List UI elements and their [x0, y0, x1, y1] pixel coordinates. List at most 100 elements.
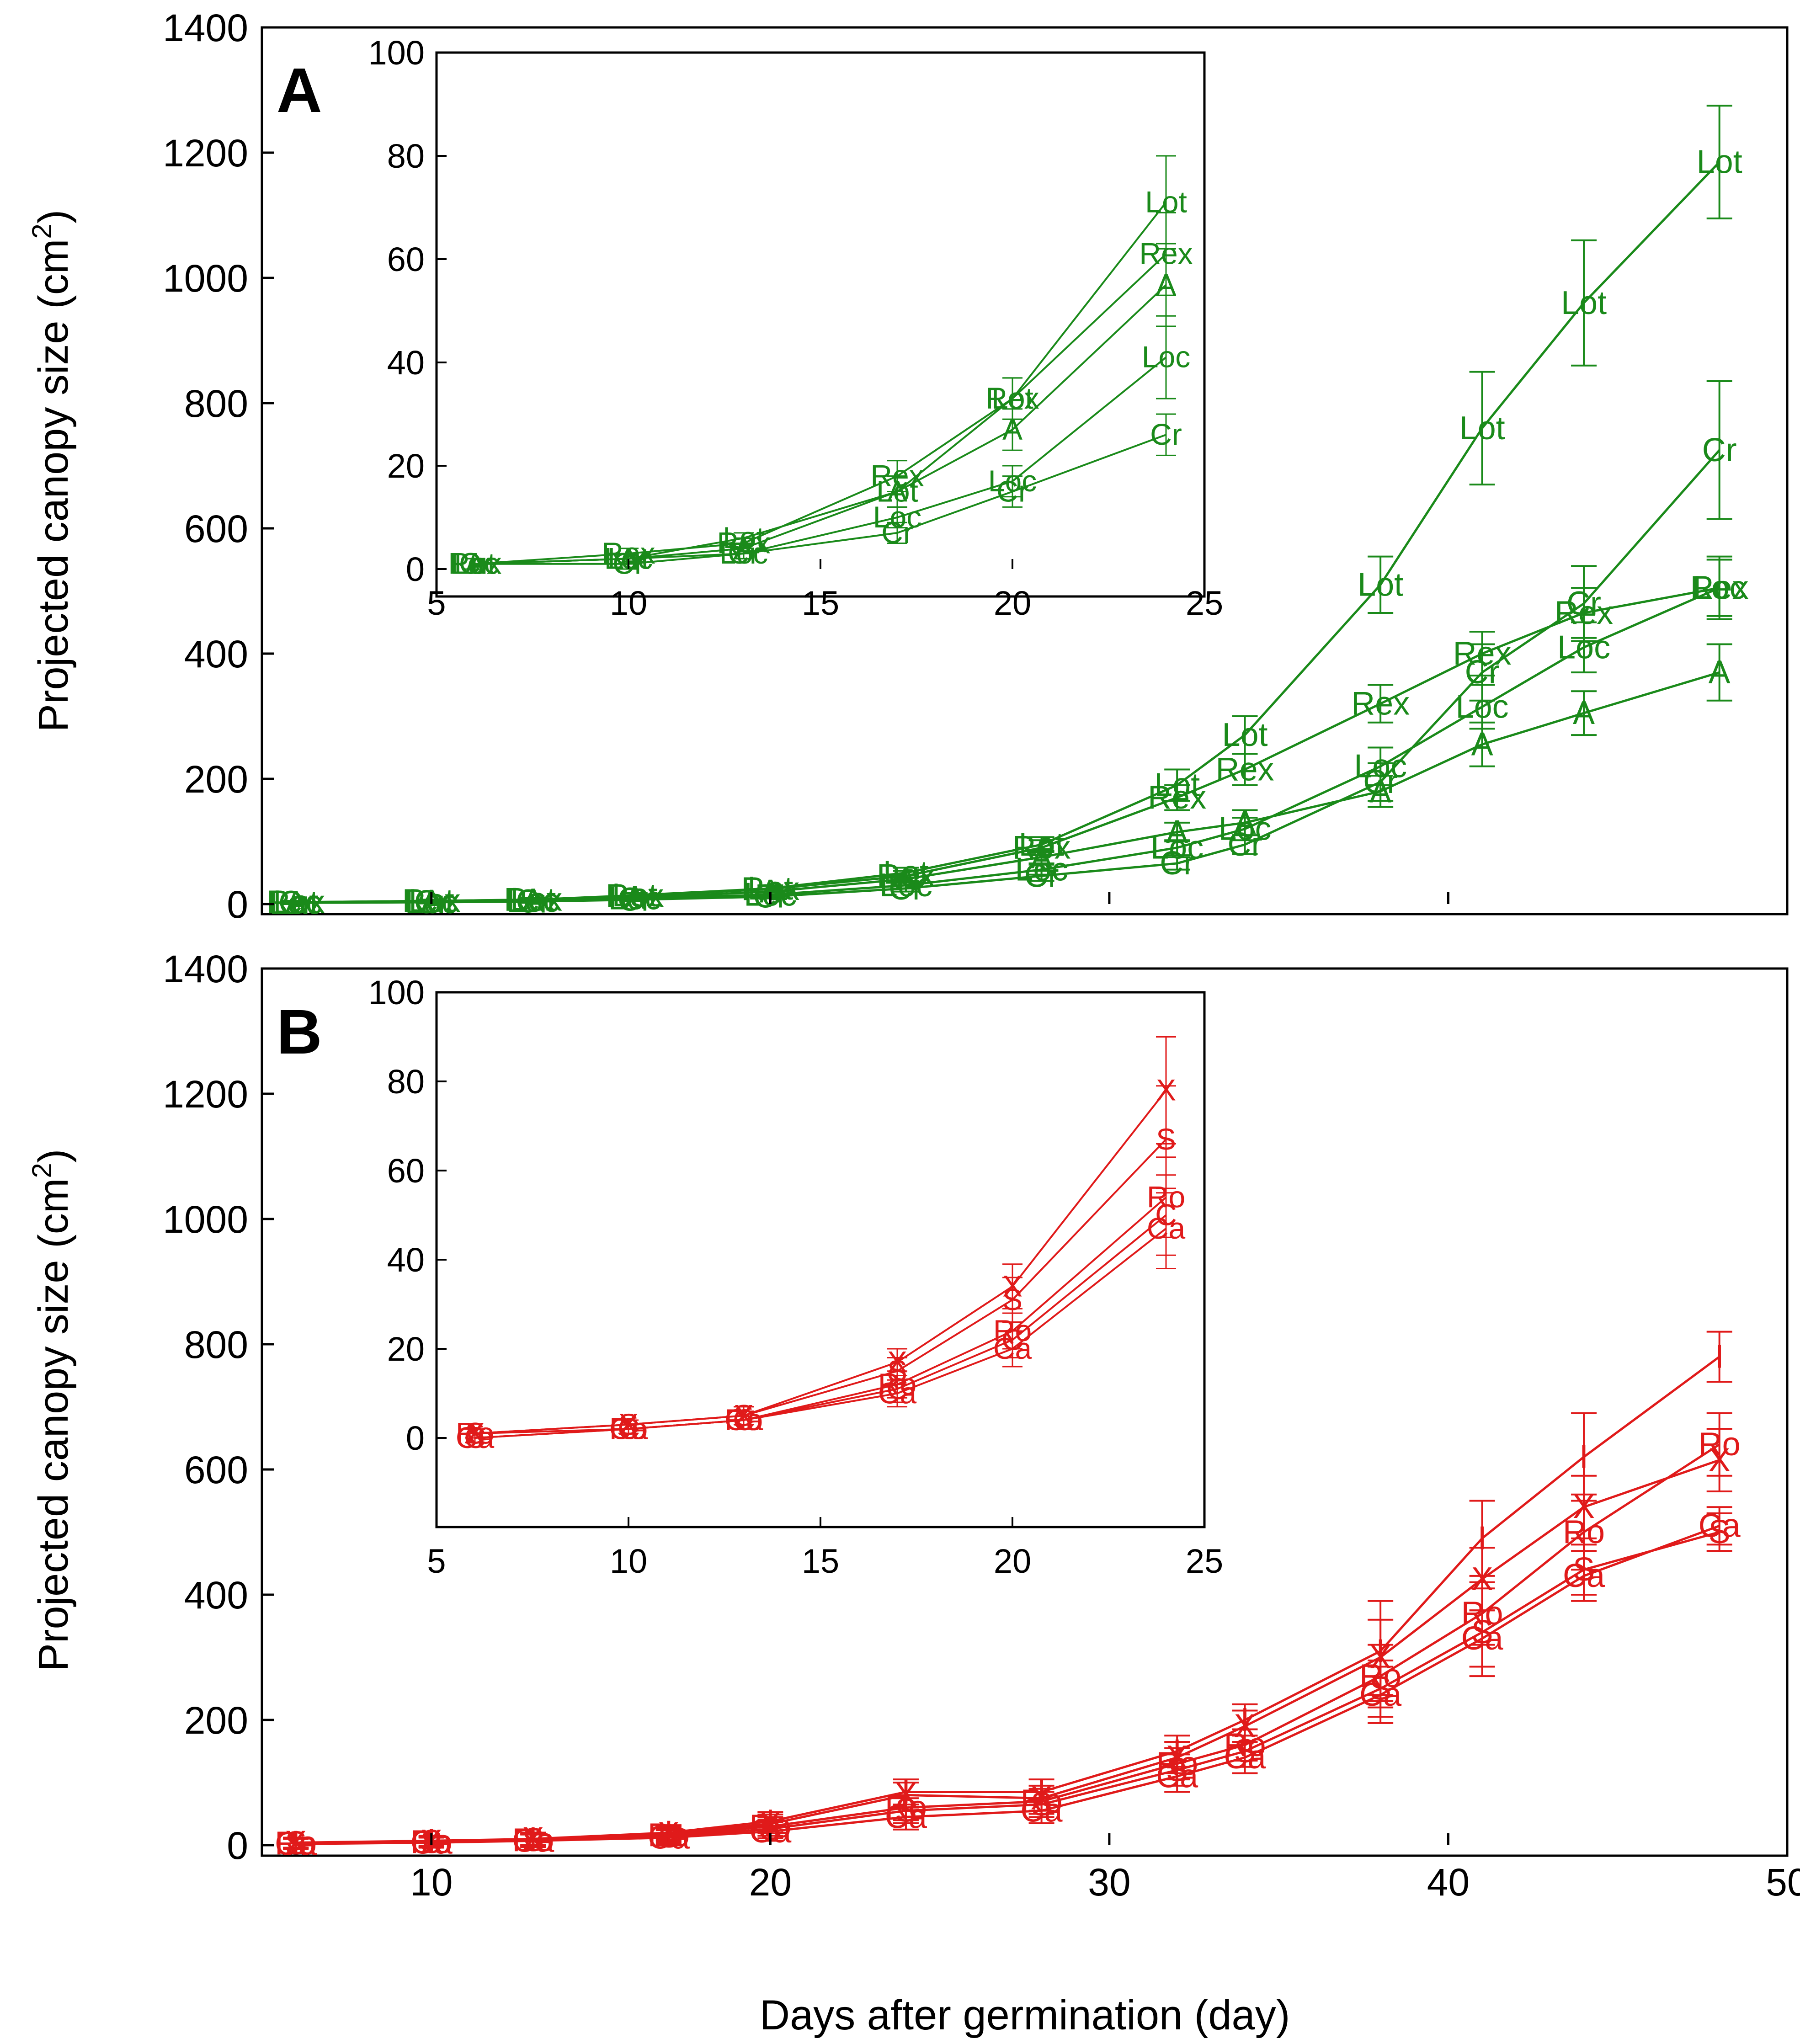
inset-series-line — [474, 1214, 1167, 1439]
series-cr: Cr Cr Cr Cr Cr Cr Cr Cr Cr Cr Cr Cr Cr — [278, 380, 1737, 921]
inset-data-marker: Cr — [1150, 417, 1182, 451]
data-marker: Lot — [1697, 144, 1742, 181]
data-marker: A — [1471, 726, 1493, 763]
inset-data-marker: S — [1002, 1283, 1022, 1316]
data-marker: S — [522, 1822, 544, 1858]
y-axis-label-b-close: ) — [30, 1149, 77, 1163]
data-marker: Ro — [1699, 1426, 1741, 1463]
inset-data-marker: A — [1002, 412, 1022, 446]
y-tick-label: 1000 — [163, 257, 248, 300]
inset-data-marker: Cr — [728, 536, 760, 570]
panel-b-inset-plot: XXXXXXSSSSSSRoRoRoRoRoRoCaCaCaCaCaCaCCCC… — [456, 1036, 1185, 1454]
panel-b-x-ticks: 10 20 30 40 50 — [410, 1833, 1800, 1904]
x-tick-label: 40 — [1427, 1861, 1470, 1904]
data-marker: S — [895, 1793, 917, 1829]
data-marker: Loc — [1693, 570, 1746, 606]
y-tick-label: 1200 — [163, 132, 248, 175]
y-tick-label: 600 — [184, 1448, 248, 1491]
inset-data-marker: Cr — [996, 474, 1028, 508]
inset-y-tick-label: 80 — [387, 1063, 425, 1101]
y-tick-label: 400 — [184, 1574, 248, 1617]
inset-data-marker: S — [1156, 1122, 1176, 1156]
svg-text:Projected canopy size (cm2): Projected canopy size (cm2) — [27, 1149, 77, 1671]
data-marker: A — [1573, 695, 1595, 731]
panel-a-inset-frame — [435, 51, 1206, 598]
x-axis-label: Days after germination (day) — [760, 1992, 1290, 2039]
data-marker: Lot — [1222, 717, 1267, 753]
inset-y-tick-label: 40 — [387, 344, 425, 382]
data-marker: Lot — [1459, 410, 1505, 447]
y-tick-label: 200 — [184, 1699, 248, 1742]
y-tick-label: 1200 — [163, 1073, 248, 1116]
inset-y-tick-label: 100 — [368, 974, 425, 1011]
data-marker: Rex — [1351, 686, 1410, 722]
data-marker: S — [1573, 1551, 1595, 1588]
inset-y-tick-label: 20 — [387, 447, 425, 485]
y-tick-label: 200 — [184, 758, 248, 801]
inset-x-tick-label: 25 — [1186, 584, 1223, 622]
data-marker: Cr — [889, 870, 923, 907]
inset-x-tick-label: 20 — [994, 1542, 1031, 1580]
inset-y-tick-label: 40 — [387, 1241, 425, 1279]
panel-a-frame — [261, 26, 1789, 916]
y-tick-label: 0 — [227, 883, 248, 926]
y-axis-label-b-text: Projected canopy size (cm — [30, 1178, 77, 1671]
y-axis-label-b-sup: 2 — [27, 1163, 57, 1178]
data-marker: Loc — [1015, 852, 1068, 888]
panel-b-label: B — [277, 997, 322, 1067]
data-marker: Cr — [1702, 432, 1737, 468]
data-marker: S — [1031, 1786, 1053, 1823]
inset-data-marker: C — [886, 1372, 908, 1405]
panel-a-y-ticks: 0 200 400 600 800 1000 1200 1400 — [163, 6, 274, 926]
panel-b-inset-frame — [435, 991, 1206, 1528]
y-tick-label: 800 — [184, 1323, 248, 1366]
inset-y-tick-label: 20 — [387, 1330, 425, 1368]
inset-data-marker: A — [1156, 268, 1176, 302]
data-marker: Cr — [1160, 845, 1194, 882]
inset-series-line — [475, 434, 1166, 565]
inset-data-marker: Cr — [459, 547, 491, 580]
y-tick-label: 800 — [184, 382, 248, 425]
inset-series-line — [474, 357, 1167, 565]
data-marker: S — [1234, 1733, 1256, 1770]
inset-y-tick-label: 60 — [387, 1152, 425, 1190]
series-rex: RexRexRexRexRexRexRexRexRexRexRexRexRex — [266, 559, 1749, 921]
data-marker: Lot — [1358, 566, 1403, 603]
data-marker: Cr — [1566, 585, 1601, 622]
data-marker: S — [1709, 1514, 1731, 1550]
y-axis-label-a-text: Projected canopy size (cm — [30, 239, 77, 732]
inset-y-tick-label: 0 — [406, 550, 425, 588]
inset-y-tick-label: 60 — [387, 240, 425, 278]
inset-data-marker: A — [887, 474, 907, 508]
data-marker: S — [658, 1818, 680, 1855]
inset-data-marker: C — [1155, 1198, 1177, 1232]
panel-a-inset-plot: LotLotLotLotLotLotRexRexRexRexRexRexAAAA… — [448, 155, 1193, 580]
y-tick-label: 1000 — [163, 1198, 248, 1241]
data-marker: Rex — [1148, 779, 1206, 816]
panel-a-x-ticks — [430, 892, 1789, 904]
inset-x-tick-label: 20 — [994, 584, 1031, 622]
data-marker: S — [1166, 1752, 1188, 1788]
inset-data-marker: C — [733, 1403, 755, 1437]
y-axis-label-a-sup: 2 — [27, 224, 57, 239]
inset-data-marker: C — [618, 1412, 639, 1446]
x-tick-label: 20 — [749, 1861, 792, 1904]
data-marker: Cr — [618, 881, 652, 918]
y-tick-label: 1400 — [163, 6, 248, 49]
y-axis-label-a: Projected canopy size (cm2) — [27, 210, 77, 732]
y-tick-label: 400 — [184, 633, 248, 676]
data-marker: S — [1369, 1671, 1391, 1707]
data-marker: S — [1471, 1614, 1493, 1650]
data-marker: Lot — [1561, 285, 1607, 321]
y-tick-label: 600 — [184, 507, 248, 550]
inset-y-tick-label: 100 — [368, 34, 425, 72]
x-tick-label: 10 — [410, 1861, 453, 1904]
inset-x-tick-label: 15 — [802, 584, 839, 622]
inset-data-marker: Cr — [881, 516, 913, 549]
panel-b-frame — [261, 967, 1789, 1857]
inset-series-line — [474, 253, 1167, 565]
panel-a-inset-axes: 0 20 40 60 80 100 5 10 15 20 25 — [368, 34, 1224, 622]
